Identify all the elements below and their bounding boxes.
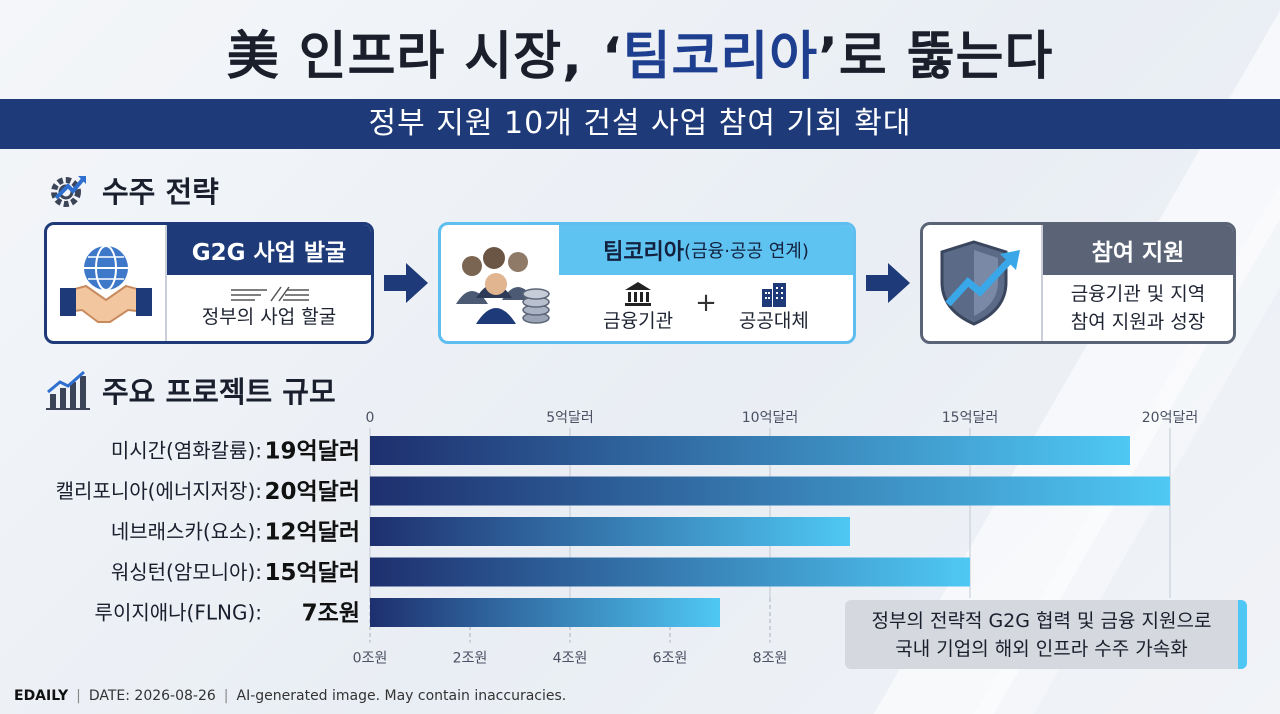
card2-title-sub: (금융·공공 연계) (684, 241, 809, 262)
chart-section-label: 주요 프로젝트 규모 (102, 375, 336, 409)
top-tick-label: 10억달러 (742, 410, 798, 426)
bar (370, 476, 1170, 506)
bar-value-label: 12억달러 (265, 520, 361, 546)
bar-value-label: 7조원 (302, 601, 360, 627)
plus-sign: + (695, 288, 717, 318)
handshake-globe-icon-area (47, 225, 165, 341)
footer-date: DATE: 2026-08-26 (88, 688, 216, 704)
bank-icon (625, 282, 652, 306)
title-suffix: ’로 뚫는다 (818, 27, 1054, 87)
card3-desc-area: 금융기관 및 지역 참여 지원과 성장 (1043, 275, 1233, 341)
card2-title-bar: 팀코리아 (금융·공공 연계) (559, 225, 853, 275)
team-icon-area (441, 225, 559, 341)
hatch-lines-icon (231, 286, 309, 302)
subtitle-banner: 정부 지원 10개 건설 사업 참여 기회 확대 (0, 99, 1280, 149)
strategy-card-support: 참여 지원 금융기관 및 지역 참여 지원과 성장 (920, 222, 1236, 344)
top-tick-label: 5억달러 (546, 410, 594, 426)
card1-title: G2G 사업 발굴 (167, 225, 371, 275)
top-tick-label: 0 (366, 410, 375, 426)
card2-item-finance: 금융기관 (603, 281, 673, 335)
bar (370, 598, 720, 627)
category-label: 루이지애나(FLNG): (95, 601, 262, 625)
arrow-right-icon (866, 263, 910, 303)
bar (370, 557, 970, 587)
footer-disclaimer: AI-generated image. May contain inaccura… (236, 688, 567, 704)
summary-note: 정부의 전략적 G2G 협력 및 금융 지원으로 국내 기업의 해외 인프라 수… (845, 600, 1247, 669)
category-label: 캘리포니아(에너지저장): (56, 479, 262, 503)
card1-desc-area: 정부의 사업 할굴 (167, 275, 371, 341)
footer-separator: | (76, 688, 81, 704)
gear-growth-icon (51, 176, 86, 207)
note-line2: 국내 기업의 해외 인프라 수주 가속화 (895, 637, 1188, 660)
top-tick-label: 20억달러 (1142, 410, 1198, 426)
strategy-section-label: 수주 전략 (102, 175, 219, 209)
building-icon (761, 283, 786, 307)
title-prefix: 美 인프라 시장, ‘ (226, 27, 623, 87)
card3-title: 참여 지원 (1043, 225, 1233, 275)
card2-body: 팀코리아 (금융·공공 연계) 금융기관 + (559, 225, 853, 341)
card3-desc-line2: 참여 지원과 성장 (1070, 311, 1206, 333)
category-label: 미시간(염화칼륨): (111, 439, 262, 463)
bar-value-label: 15억달러 (265, 560, 361, 586)
card2-item-public: 공공대체 (739, 281, 809, 335)
page-title: 美 인프라 시장, ‘팀코리아’로 뚫는다 (0, 14, 1280, 87)
card3-body: 참여 지원 금융기관 및 지역 참여 지원과 성장 (1041, 225, 1233, 341)
bar-value-label: 20억달러 (265, 479, 361, 505)
footer-brand: EDAILY (14, 688, 69, 704)
chart-section-title: 주요 프로젝트 규모 (46, 369, 336, 411)
bottom-tick-label: 4조원 (553, 651, 588, 667)
title-highlight: 팀코리아 (622, 27, 819, 87)
bottom-tick-label: 6조원 (653, 651, 688, 667)
strategy-section-title: 수주 전략 (46, 168, 219, 212)
project-size-chart: 0 5억달러 10억달러 15억달러 20억달러 0조원 2조원 4조원 6조원 8조원 19억달러… (56, 410, 1199, 667)
note-line1: 정부의 전략적 G2G 협력 및 금융 지원으로 (871, 609, 1212, 632)
card2-item2: 공공대체 (738, 310, 809, 332)
bar-chart-icon (46, 370, 90, 410)
bottom-tick-label: 8조원 (753, 651, 788, 667)
category-label: 네브래스카(요소): (111, 520, 262, 544)
bar (370, 517, 850, 546)
card1-desc: 정부의 사업 할굴 (201, 306, 337, 328)
team-coins-icon (456, 247, 550, 324)
card2-item1: 금융기관 (603, 310, 674, 332)
shield-growth-icon-area (923, 225, 1041, 341)
bar (370, 436, 1130, 465)
arrow-right-icon (384, 263, 428, 303)
bar-value-label: 19억달러 (265, 439, 361, 465)
shield-growth-icon (940, 240, 1020, 326)
strategy-card-team-korea: 팀코리아 (금융·공공 연계) 금융기관 + (438, 222, 856, 344)
card1-body: G2G 사업 발굴 정부의 사업 할굴 (165, 225, 371, 341)
top-tick-label: 15억달러 (942, 410, 998, 426)
bottom-tick-label: 0조원 (353, 651, 388, 667)
card2-desc-area: 금융기관 + 공공대체 (559, 275, 853, 341)
footer: EDAILY | DATE: 2026-08-26 | AI-generated… (14, 688, 566, 704)
footer-separator: | (223, 688, 229, 704)
card2-title: 팀코리아 (603, 240, 685, 265)
handshake-globe-icon (60, 245, 152, 323)
bottom-tick-label: 2조원 (453, 651, 488, 667)
category-label: 워싱턴(암모니아): (111, 560, 262, 584)
card3-desc-line1: 금융기관 및 지역 (1070, 283, 1206, 305)
strategy-card-g2g: G2G 사업 발굴 정부의 사업 할굴 (44, 222, 374, 344)
